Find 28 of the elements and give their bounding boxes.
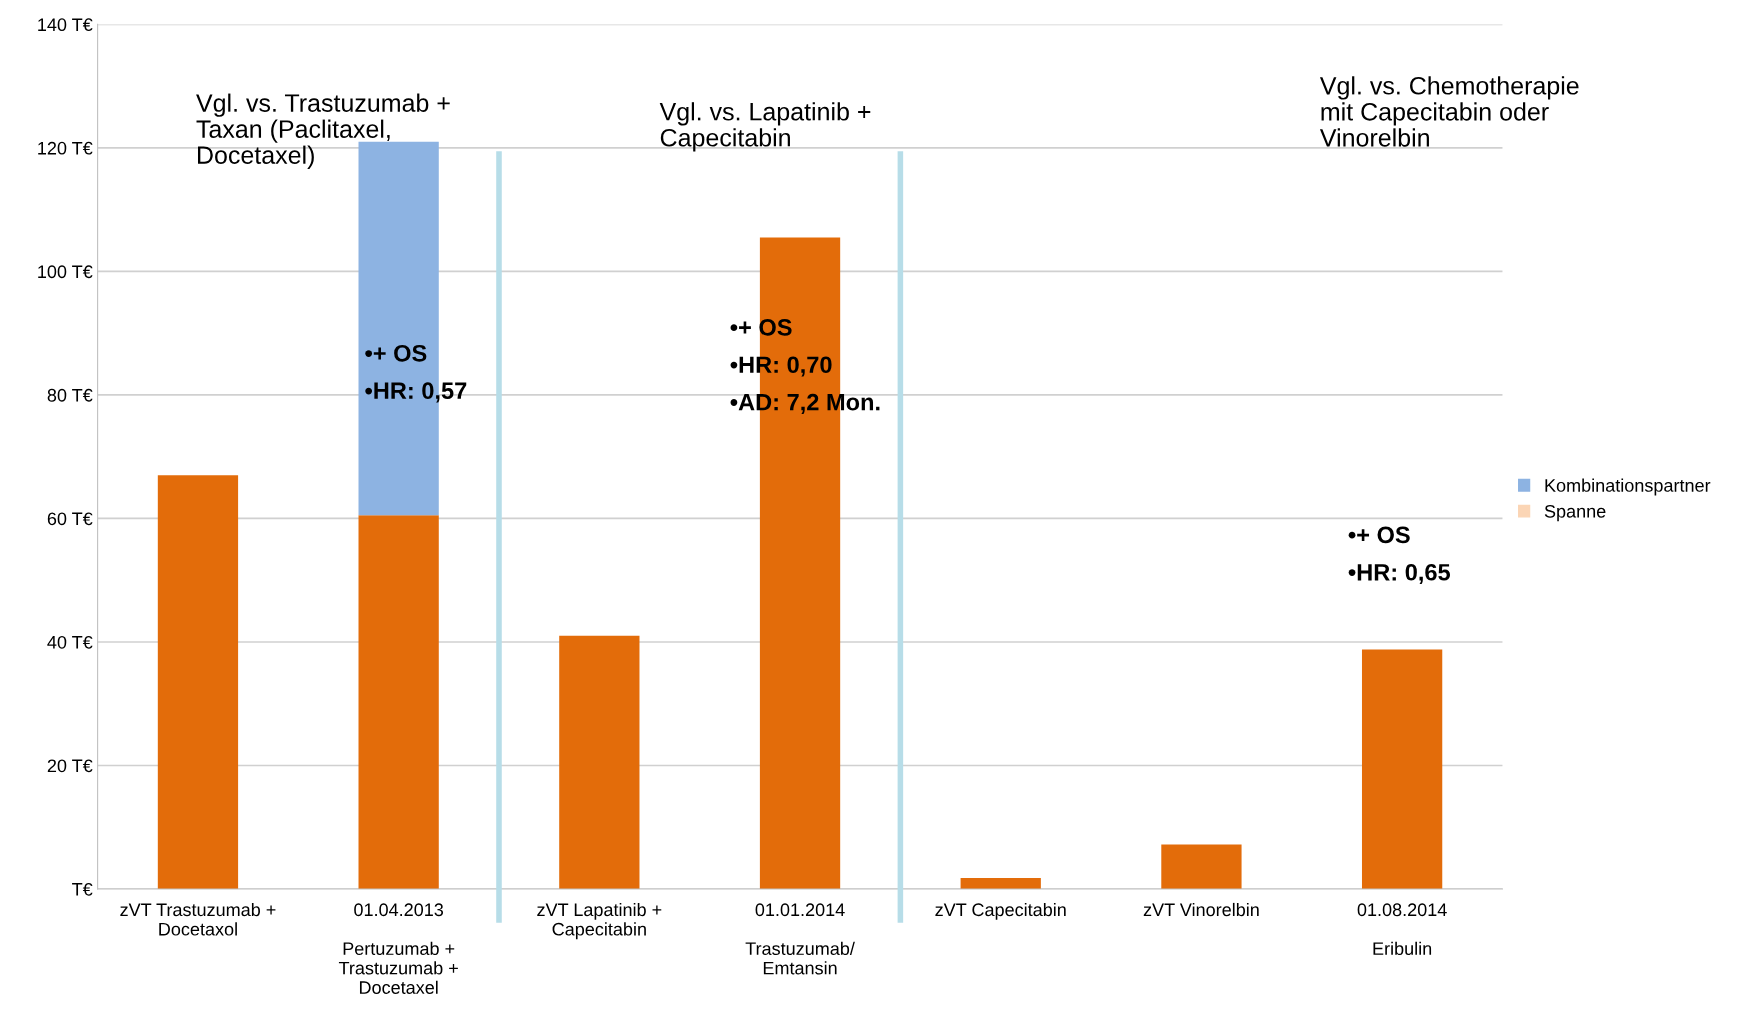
bar [157,475,239,889]
annotation: •+ OS •HR: 0,57 [365,344,467,403]
y-tick-label: 120 T€ [38,141,93,155]
bar [1361,649,1443,889]
annotation: •+ OS •HR: 0,65 [1348,526,1451,585]
y-tick-label: 20 T€ [47,759,93,773]
annotation: Vgl. vs. Trastuzumab + Taxan (Paclitaxel, Docetaxel) [196,93,450,169]
y-tick-label: 60 T€ [47,512,93,526]
legend-label: Spanne [1544,504,1606,522]
y-tick-label: 100 T€ [38,265,93,279]
x-tick-label: zVT Lapatinib + Capecitabin [537,902,662,940]
category-label: 01.04.2013 Pertuzumab + Trastuzumab + Docetaxel [338,903,458,994]
category-label: 01.08.2014 Eribulin [1357,903,1447,956]
y-tick-label: 80 T€ [47,388,93,402]
bar [358,515,439,889]
x-tick-label: zVT Capecitabin [935,902,1066,920]
annotation: Vgl. vs. Lapatinib + Capecitabin [659,102,871,152]
y-tick-label: 40 T€ [47,635,93,649]
x-tick-label: zVT Vinorelbin [1143,902,1259,917]
bar [960,877,1041,889]
y-tick-label: T€ [72,882,93,896]
y-tick-label: 140 T€ [38,18,93,32]
x-tick-label: zVT Trastuzumab + Docetaxol [120,902,276,936]
bar [1161,844,1242,889]
bar [559,635,640,889]
category-label: 01.01.2014 Trastuzumab/ Emtansin [745,903,855,975]
legend-label: Kombinationspartner [1545,478,1711,496]
annotation: Vgl. vs. Chemotherapie mit Capecitabin oder Vinorelbin [1319,76,1579,147]
